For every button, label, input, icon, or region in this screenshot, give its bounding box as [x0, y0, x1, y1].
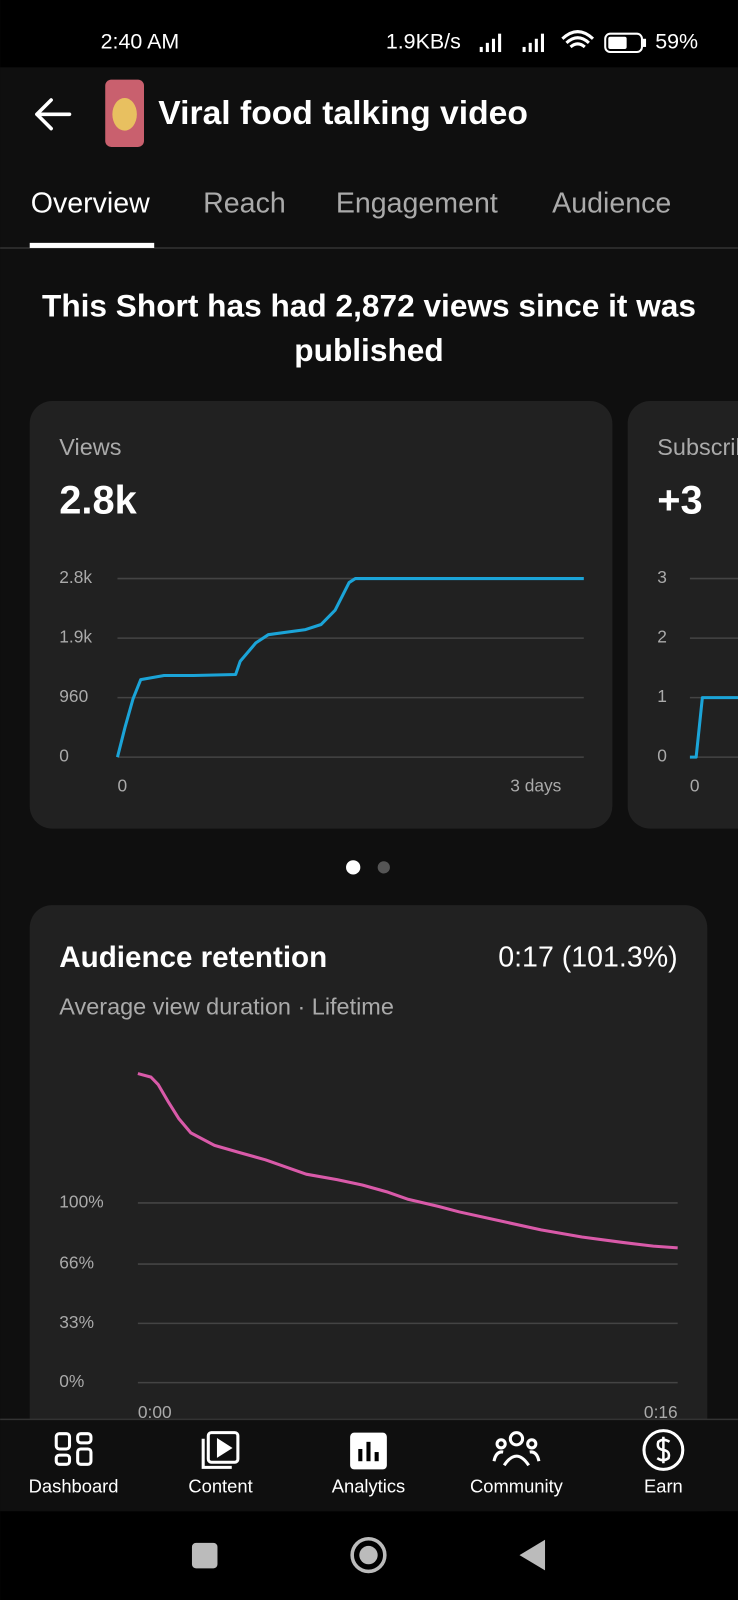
status-battery: 59%: [655, 30, 698, 54]
bottom-nav: Dashboard Content Analytics Community Earn: [0, 1418, 738, 1600]
page-dot-active: [346, 860, 361, 875]
x-tick-label: 3 days: [510, 775, 561, 795]
chart: Subscribers +3 0 1 2 3 0: [657, 434, 738, 795]
thumbnail-figure: [112, 97, 137, 131]
data-line: [137, 1072, 678, 1250]
status-network: 1.9KB/s: [386, 30, 461, 54]
y-tick-label: 100%: [59, 1192, 103, 1212]
tab[interactable]: Reach: [203, 188, 286, 220]
chart-subtitle: Average view duration · Lifetime: [59, 993, 394, 1019]
views-card[interactable]: [29, 401, 613, 829]
subscribers-card[interactable]: [627, 401, 738, 829]
data-line: [115, 577, 584, 758]
chart-title: Audience retention: [59, 941, 327, 974]
battery-level: [608, 36, 627, 49]
battery-icon: [604, 32, 643, 54]
y-tick-label: 2: [657, 627, 667, 647]
status-time: 2:40 AM: [101, 30, 180, 54]
earn-dollar: [656, 1436, 671, 1464]
home-button[interactable]: [350, 1536, 387, 1574]
y-tick-label: 3: [657, 567, 667, 587]
tab[interactable]: Engagement: [336, 188, 498, 220]
chart-headline: +3: [657, 479, 702, 523]
nav-item[interactable]: Content: [188, 1476, 252, 1497]
back-system-button[interactable]: [519, 1539, 546, 1571]
analytics-bars: [358, 1441, 379, 1462]
chart-headline: 2.8k: [59, 479, 137, 523]
video-title: Viral food talking video: [158, 95, 528, 132]
signal-icons: [479, 33, 544, 53]
chart: Views 2.8k 0 960 1.9k 2.8k 0 3 days: [59, 434, 584, 795]
nav-item[interactable]: Community: [470, 1476, 564, 1497]
retention-card[interactable]: [29, 905, 708, 1538]
data-line: [689, 696, 738, 759]
y-tick-label: 0: [59, 746, 69, 766]
tab-indicator: [29, 242, 155, 248]
x-tick-label: 0:16: [644, 1402, 678, 1422]
x-tick-label: 0: [117, 775, 127, 795]
chart-title: Subscribers: [657, 434, 738, 460]
tab[interactable]: Audience: [552, 188, 671, 220]
home-button-dot: [359, 1545, 378, 1565]
y-tick-label: 960: [59, 686, 88, 706]
summary: This Short has had 2,872 views since it …: [41, 287, 696, 369]
y-tick-label: 33%: [59, 1312, 94, 1332]
chart: Audience retention 0:17 (101.3%) Average v…: [59, 941, 678, 1422]
y-tick-label: 2.8k: [59, 567, 92, 587]
y-tick-label: 0: [657, 746, 667, 766]
nav-item[interactable]: Dashboard: [29, 1476, 119, 1497]
content: Views 2.8k 0 960 1.9k 2.8k 0 3 days Subscribers +…: [59, 434, 738, 1422]
back-button[interactable]: [35, 98, 72, 131]
chart-title: Views: [59, 434, 121, 460]
wifi-icon: [561, 30, 595, 49]
y-tick-label: 66%: [59, 1253, 94, 1273]
nav-item[interactable]: Earn: [644, 1476, 683, 1497]
x-tick-label: 0:00: [138, 1402, 172, 1422]
nav-icons: [54, 1429, 685, 1471]
chart-headline: 0:17 (101.3%): [498, 942, 677, 974]
nav-item[interactable]: Analytics: [332, 1476, 405, 1497]
y-tick-label: 1.9k: [59, 627, 92, 647]
y-tick-label: 0%: [59, 1371, 84, 1391]
recents-button[interactable]: [191, 1542, 218, 1569]
page-dot: [377, 861, 390, 874]
x-tick-label: 0: [690, 775, 700, 795]
y-tick-label: 1: [657, 686, 667, 706]
battery-tip: [642, 38, 647, 47]
summary-box: This Short has had 2,872 views since it …: [41, 287, 696, 369]
tab[interactable]: Overview: [31, 188, 150, 220]
